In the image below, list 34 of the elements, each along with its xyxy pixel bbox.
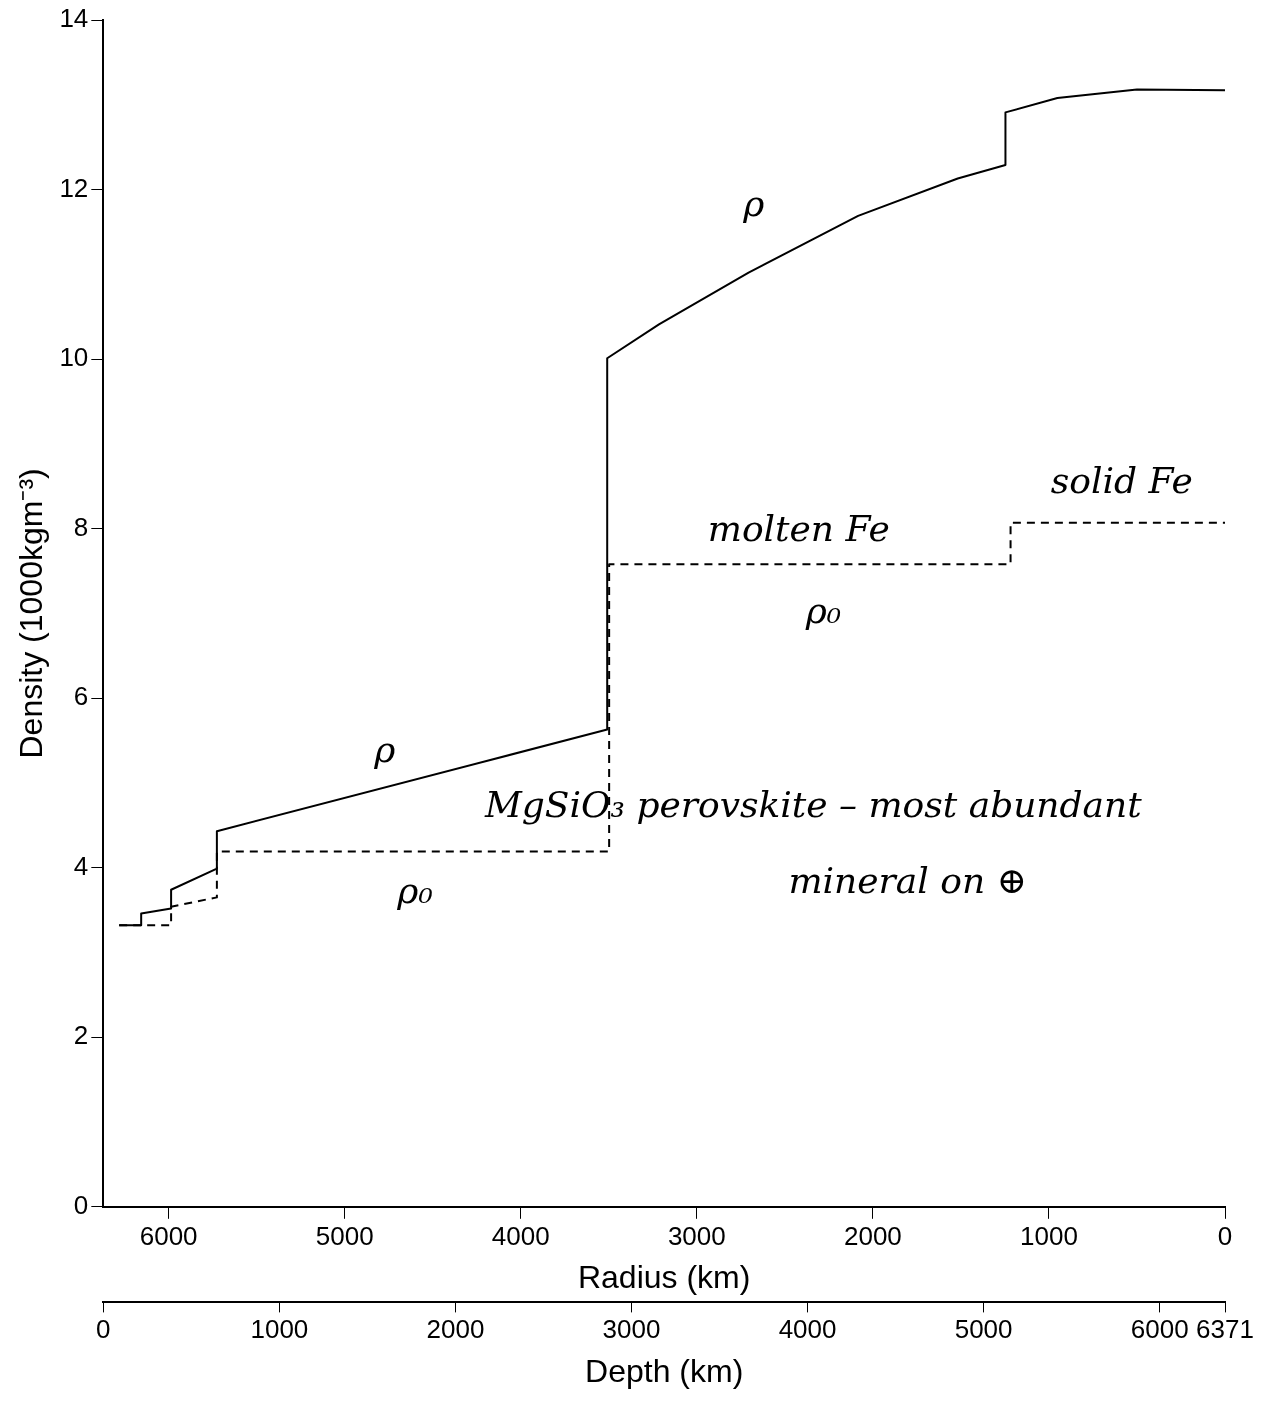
x-tick-label: 4000 — [778, 1314, 837, 1345]
annotation: molten Fe — [707, 507, 890, 549]
annotation: solid Fe — [1050, 460, 1193, 502]
y-tick-label: 8 — [73, 511, 89, 542]
x-tick-label: 3000 — [602, 1314, 661, 1345]
annotation: ρ — [373, 728, 396, 770]
x2-axis-title: Radius (km) — [577, 1259, 751, 1296]
x2-tick-label: 5000 — [315, 1220, 374, 1251]
y-axis-title: Density (1000kgm⁻³) — [13, 468, 50, 759]
x2-tick-label: 2000 — [843, 1220, 902, 1251]
x2-tick-label: 0 — [1217, 1220, 1233, 1251]
x2-tick-label: 4000 — [491, 1220, 550, 1251]
x-tick-label: 5000 — [954, 1314, 1013, 1345]
y-tick-label: 2 — [73, 1020, 89, 1051]
y-tick-label: 12 — [59, 172, 89, 203]
x-tick-label: 6371 — [1196, 1314, 1254, 1345]
x-tick-label: 2000 — [426, 1314, 485, 1345]
x2-tick-label: 6000 — [139, 1220, 198, 1251]
x-axis-title: Depth (km) — [585, 1352, 744, 1389]
y-tick-label: 0 — [73, 1189, 89, 1220]
annotation: ρ — [742, 182, 765, 224]
x-tick-label: 1000 — [250, 1314, 309, 1345]
x2-tick-label: 3000 — [667, 1220, 726, 1251]
x2-tick-label: 1000 — [1020, 1220, 1078, 1251]
y-tick-label: 4 — [73, 850, 89, 881]
y-tick-label: 6 — [73, 681, 89, 712]
x-tick-label: 6000 — [1130, 1314, 1189, 1345]
y-tick-label: 14 — [59, 3, 89, 34]
annotation: mineral on ⊕ — [788, 860, 1027, 902]
x-tick-label: 0 — [96, 1314, 111, 1345]
annotation: MgSiO₃ perovskite – most abundant — [483, 784, 1143, 826]
y-tick-label: 10 — [59, 342, 89, 373]
annotation: ρ₀ — [804, 589, 842, 631]
annotation: ρ₀ — [396, 869, 433, 911]
